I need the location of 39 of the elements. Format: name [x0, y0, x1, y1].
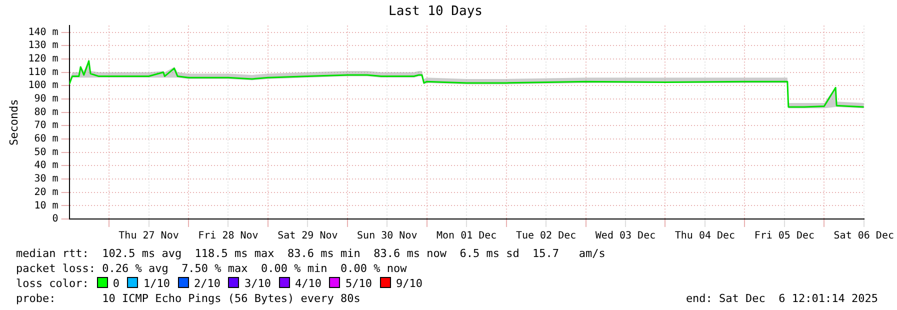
y-axis-title: Seconds: [7, 99, 20, 146]
text: 0: [112, 277, 120, 290]
y-tick-label: 110 m: [28, 66, 58, 78]
x-tick-label: Fri 05 Dec: [754, 230, 815, 242]
y-tick-label: 50 m: [34, 146, 58, 158]
y-tick-label: 0: [52, 214, 58, 225]
x-tick-label: Mon 01 Dec: [436, 230, 497, 242]
y-tick-label: 70 m: [34, 120, 58, 132]
x-tick-label: Sat 06 Dec: [834, 230, 894, 242]
y-tick-label: 80 m: [34, 106, 58, 118]
text: end: Sat Dec 6 12:01:14 2025: [686, 291, 878, 306]
text: 4/10: [294, 277, 322, 290]
y-tick-label: 90 m: [34, 94, 58, 105]
y-tick-label: 120 m: [28, 54, 58, 65]
x-tick-label: Fri 28 Nov: [198, 230, 258, 242]
x-tick-label: Thu 27 Nov: [118, 230, 179, 242]
text: 3/10: [244, 277, 271, 290]
text: 5/10: [345, 277, 372, 290]
text: 1/10: [143, 277, 170, 290]
x-tick-label: Tue 02 Dec: [516, 230, 576, 242]
y-tick-label: 140 m: [28, 26, 58, 38]
text: 2/10: [194, 277, 220, 290]
text: packet loss: 0.26 % avg 7.50 % max 0.00 % min 0.00 % now: [16, 261, 408, 276]
text: probe: 10 ICMP Echo Pings (56 Bytes) every 80s: [16, 292, 360, 305]
x-tick-label: Thu 04 Dec: [674, 230, 736, 242]
y-tick-label: 20 m: [34, 186, 58, 198]
y-tick-label: 130 m: [28, 40, 58, 52]
text: 9/10: [396, 277, 422, 290]
x-tick-label: Sun 30 Nov: [357, 230, 418, 242]
y-tick-label: 10 m: [34, 200, 58, 212]
x-tick-label: Sat 29 Nov: [278, 230, 338, 242]
chart-title: Last 10 Days: [388, 4, 482, 20]
y-tick-label: 30 m: [34, 174, 58, 185]
y-tick-label: 60 m: [34, 134, 58, 145]
x-tick-label: Wed 03 Dec: [595, 230, 656, 242]
y-tick-label: 100 m: [28, 80, 58, 92]
y-tick-label: 40 m: [34, 160, 58, 172]
text: loss color:: [16, 277, 89, 290]
text: median rtt: 102.5 ms avg 118.5 ms max 83.6 ms min 83.6 ms now 6.5 ms sd 15.7 am/s: [16, 246, 606, 261]
